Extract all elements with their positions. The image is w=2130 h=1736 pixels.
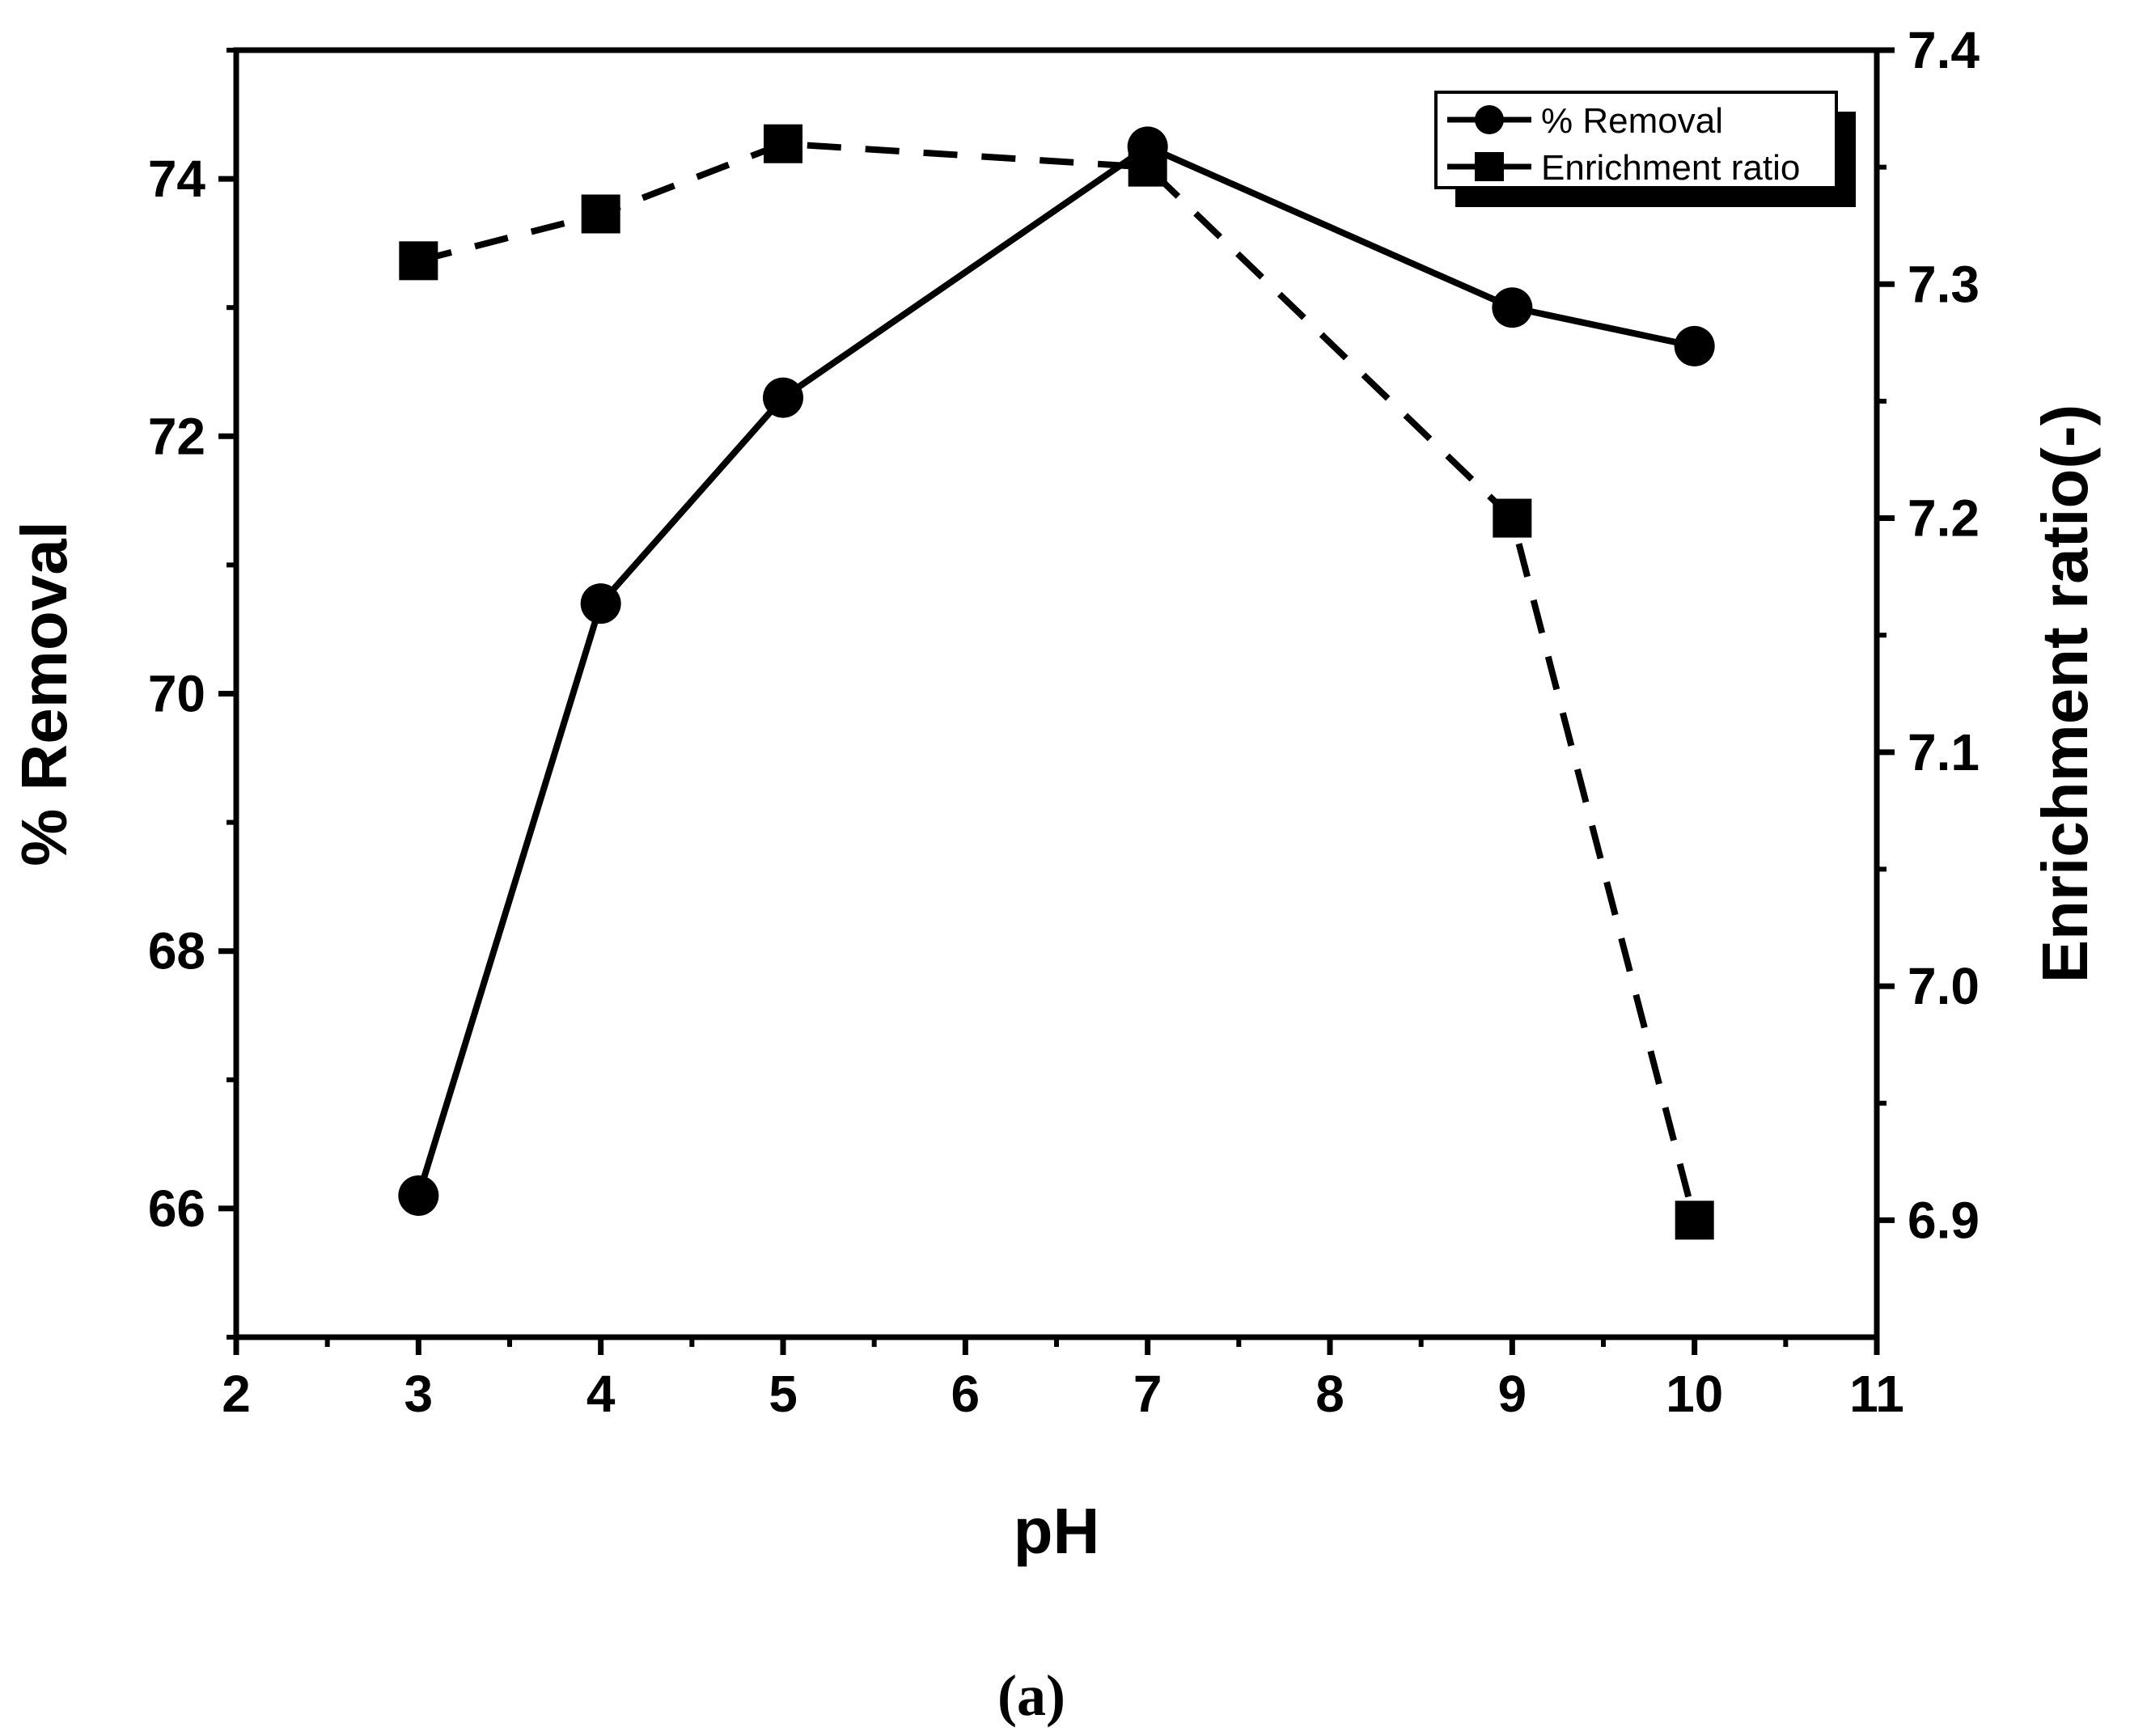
- enrichment-ratio-point: [1675, 1200, 1714, 1240]
- removal-point: [398, 1175, 439, 1216]
- legend-marker-square: [1475, 152, 1504, 181]
- legend-label-enrichment: Enrichment ratio: [1541, 148, 1800, 188]
- removal-point: [763, 377, 803, 418]
- y-axis-left-title: % Removal: [8, 521, 80, 866]
- figure-caption: (a): [997, 1663, 1065, 1728]
- legend: % Removal Enrichment ratio: [1434, 91, 1856, 207]
- y-axis-right-title: Enrichment ratio(-): [2029, 404, 2101, 984]
- x-tick-label: 6: [951, 1365, 980, 1423]
- y-left-tick-label: 66: [148, 1179, 205, 1238]
- enrichment-ratio-point: [581, 194, 620, 234]
- y-right-tick-label: 7.2: [1908, 489, 1980, 548]
- removal-line: [415, 142, 1696, 1197]
- x-tick-label: 4: [586, 1365, 616, 1423]
- x-tick-label: 11: [1849, 1365, 1904, 1423]
- y-left-tick-label: 68: [148, 922, 205, 980]
- x-tick-label: 5: [769, 1365, 798, 1423]
- y-left-tick-label: 72: [148, 407, 205, 465]
- x-tick-label: 3: [404, 1365, 434, 1423]
- legend-label-removal: % Removal: [1541, 101, 1723, 141]
- y-right-tick-label: 7.1: [1908, 723, 1980, 781]
- x-tick-label: 2: [222, 1365, 251, 1423]
- x-axis-title: pH: [1014, 1495, 1100, 1567]
- x-tick-label: 9: [1498, 1365, 1527, 1423]
- x-tick-label: 7: [1133, 1365, 1162, 1423]
- enrichment-ratio-point: [764, 124, 802, 163]
- axes: 2 3 4 5 6 7 8 9 10 11 66 68 70 72 74 6.9 7.0 7.1 7.2 7.3 7.4: [148, 21, 1980, 1423]
- removal-point: [1674, 325, 1715, 366]
- y-right-tick-label: 7.0: [1908, 957, 1980, 1015]
- legend-marker-circle: [1475, 105, 1504, 134]
- removal-point: [1492, 287, 1533, 328]
- plot-series: [398, 124, 1715, 1240]
- y-right-tick-label: 7.3: [1908, 255, 1980, 313]
- y-left-tick-label: 74: [148, 150, 206, 208]
- removal-point: [580, 583, 621, 625]
- y-right-tick-label: 7.4: [1908, 21, 1980, 79]
- y-left-tick-label: 70: [148, 665, 205, 723]
- enrichment-ratio-point: [1493, 498, 1532, 538]
- enrichment-ratio-point: [399, 241, 438, 281]
- y-right-tick-label: 6.9: [1908, 1191, 1980, 1249]
- x-tick-label: 10: [1666, 1365, 1723, 1423]
- x-tick-label: 8: [1315, 1365, 1344, 1423]
- enrichment-ratio-point: [1128, 147, 1167, 187]
